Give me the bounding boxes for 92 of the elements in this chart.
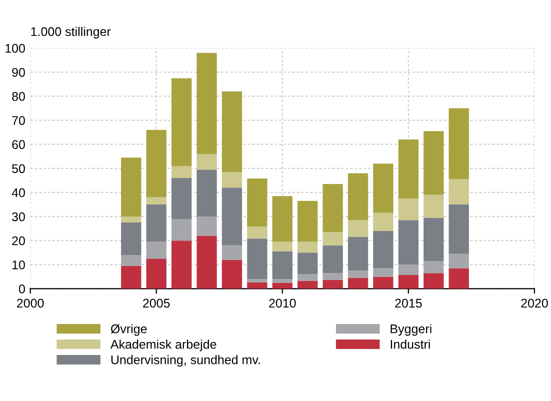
bar (424, 273, 444, 289)
x-tick-label: 2000 (17, 298, 44, 308)
bar (272, 279, 292, 283)
bar (398, 264, 419, 276)
y-tick-label: 0 (18, 284, 25, 294)
bar (121, 222, 142, 256)
legend-label: Byggeri (390, 324, 432, 336)
y-tick-label: 60 (12, 140, 25, 150)
bar (348, 173, 368, 220)
bar (171, 240, 192, 289)
bar (247, 178, 268, 227)
bar (348, 270, 368, 278)
bar (272, 251, 292, 280)
bar (448, 268, 469, 289)
bar (448, 108, 469, 180)
bar (448, 254, 469, 268)
bar (322, 245, 343, 274)
bar (398, 275, 419, 289)
bar (322, 273, 343, 280)
bar (146, 242, 166, 259)
bar (424, 131, 444, 195)
bar (373, 276, 394, 289)
bar (146, 204, 166, 242)
y-tick-label: 50 (12, 164, 25, 174)
bar (196, 236, 217, 289)
bar (121, 216, 142, 223)
bar (424, 218, 444, 262)
y-tick-label: 30 (12, 212, 25, 222)
bar (322, 280, 343, 289)
bar (298, 200, 318, 242)
y-tick-label: 90 (12, 68, 25, 77)
bar (298, 242, 318, 253)
bar (247, 282, 268, 289)
bar (424, 261, 444, 274)
legend-label: Undervisning, sundhed mv. (111, 355, 260, 367)
bar (196, 52, 217, 154)
y-tick-label: 10 (12, 260, 25, 270)
bar (348, 220, 368, 237)
bar (146, 197, 166, 205)
y-tick-label: 70 (12, 116, 25, 125)
bar (398, 220, 419, 265)
bar (196, 154, 217, 170)
y-tick-label: 100 (6, 44, 25, 53)
bar (272, 242, 292, 252)
bar (222, 245, 242, 260)
bar (448, 204, 469, 254)
bar (373, 164, 394, 213)
bar (171, 178, 192, 219)
bar (222, 260, 242, 289)
x-tick-label: 2005 (143, 298, 170, 308)
bar (171, 78, 192, 166)
bar (272, 282, 292, 289)
bar (222, 172, 242, 188)
bar (196, 216, 217, 236)
bar (171, 166, 192, 178)
bar (298, 280, 318, 289)
bar (272, 196, 292, 242)
bar (398, 198, 419, 220)
bar (121, 255, 142, 266)
bar (121, 266, 142, 289)
x-tick-label: 2015 (395, 298, 422, 308)
bar (146, 258, 166, 289)
legend-label: Øvrige (110, 324, 147, 336)
legend-label: Industri (390, 340, 430, 349)
bar (298, 252, 318, 274)
bar (348, 236, 368, 271)
bar (424, 194, 444, 218)
bar (146, 130, 166, 198)
bar (222, 91, 242, 172)
bar (322, 232, 343, 246)
legend-label: Akademisk arbejde (110, 340, 216, 352)
bar (298, 274, 318, 281)
bar (247, 226, 268, 239)
y-tick-label: 40 (12, 188, 25, 198)
bar (247, 238, 268, 280)
bar (448, 179, 469, 205)
x-tick-label: 2010 (269, 298, 296, 308)
y-tick-label: 80 (12, 92, 25, 101)
bar (373, 230, 394, 268)
bar (171, 218, 192, 241)
y-axis-title: 1.000 stillinger (31, 26, 111, 38)
bar (121, 158, 142, 217)
bar (373, 268, 394, 277)
bar (373, 212, 394, 231)
bar (398, 140, 419, 198)
bar (348, 278, 368, 289)
bar (196, 170, 217, 217)
x-tick-label: 2020 (521, 298, 548, 308)
bar (322, 184, 343, 232)
bar (247, 279, 268, 282)
y-tick-label: 20 (12, 236, 25, 246)
bar (222, 188, 242, 246)
